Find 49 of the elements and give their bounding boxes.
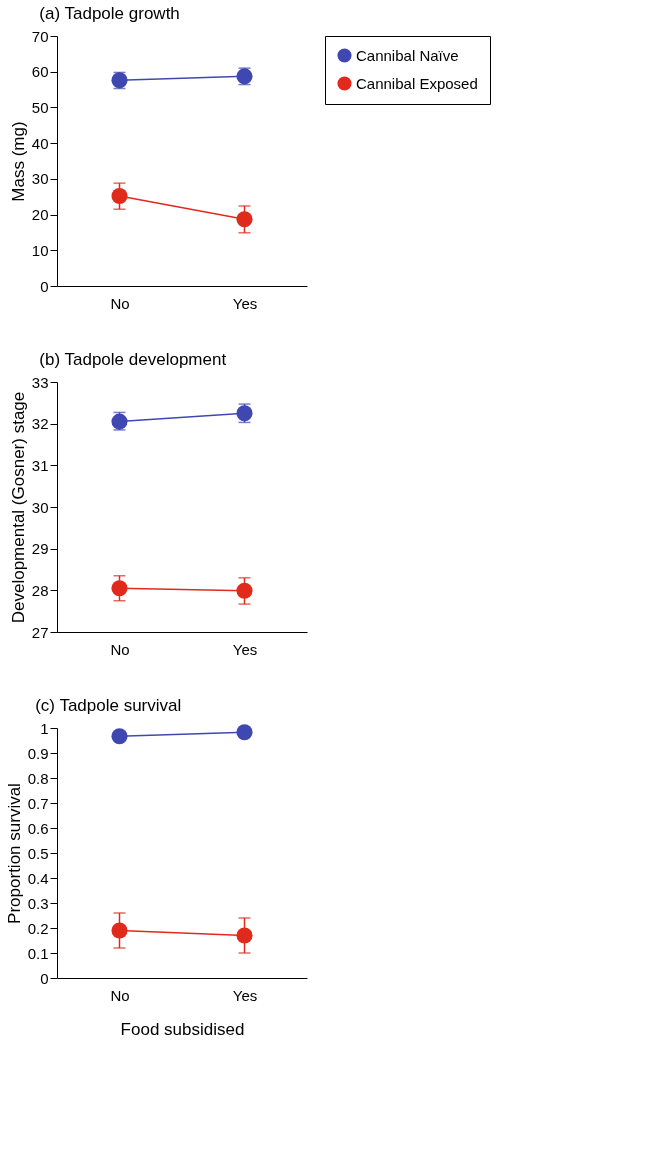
y-axis-title: Mass (mg) — [8, 121, 28, 202]
point — [236, 724, 253, 741]
point — [236, 582, 253, 599]
x-axis-title: Food subsidised — [120, 1019, 245, 1039]
y-tick-label: 40 — [31, 134, 49, 152]
point — [111, 728, 128, 745]
y-tick-label: 20 — [31, 206, 49, 224]
y-tick-label: 0.8 — [27, 769, 49, 787]
x-tick-label: No — [110, 640, 130, 658]
y-tick-label: 60 — [31, 63, 49, 81]
y-tick-label: 30 — [31, 170, 49, 188]
point — [236, 211, 253, 228]
y-tick-label: 0.9 — [27, 744, 49, 762]
point — [111, 922, 128, 939]
x-tick-label: Yes — [232, 986, 258, 1004]
y-tick-label: 0.1 — [27, 944, 49, 962]
y-axis-title: Developmental (Gosner) stage — [8, 391, 28, 624]
chart-title: (b) Tadpole development — [39, 350, 227, 369]
y-tick-label: 29 — [31, 540, 49, 558]
y-tick-label: 0.3 — [27, 894, 49, 912]
y-tick-label: 28 — [31, 581, 49, 599]
y-tick-label: 0.5 — [27, 844, 49, 862]
y-tick-label: 0.7 — [27, 794, 49, 812]
y-tick-label: 31 — [31, 456, 49, 474]
x-tick-label: Yes — [232, 294, 258, 312]
y-tick-label: 27 — [31, 623, 49, 641]
x-tick-label: No — [110, 986, 130, 1004]
y-tick-label: 32 — [31, 415, 49, 433]
y-tick-label: 0 — [40, 277, 49, 295]
y-tick-label: 10 — [31, 241, 49, 259]
y-tick-label: 0.2 — [27, 919, 49, 937]
y-tick-label: 0.6 — [27, 819, 49, 837]
chart-title: (a) Tadpole growth — [39, 4, 180, 23]
point — [111, 580, 128, 597]
legend-label: Cannibal Naïve — [356, 46, 459, 64]
y-tick-label: 70 — [31, 27, 49, 45]
legend-label: Cannibal Exposed — [356, 74, 478, 92]
y-tick-label: 1 — [40, 719, 49, 737]
point — [236, 927, 253, 944]
y-tick-label: 30 — [31, 498, 49, 516]
y-tick-label: 0.4 — [27, 869, 49, 887]
y-tick-label: 50 — [31, 98, 49, 116]
y-tick-label: 33 — [31, 373, 49, 391]
x-tick-label: No — [110, 294, 130, 312]
x-tick-label: Yes — [232, 640, 258, 658]
y-tick-label: 0 — [40, 969, 49, 987]
y-axis-title: Proportion survival — [4, 783, 24, 924]
chart-title: (c) Tadpole survival — [35, 696, 182, 715]
point — [111, 187, 128, 205]
